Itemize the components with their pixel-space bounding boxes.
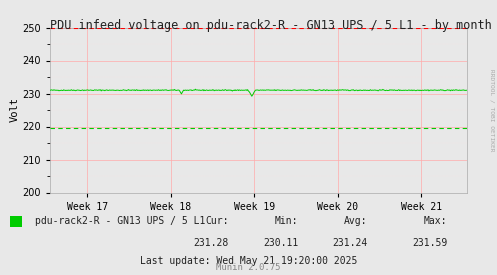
Text: 231.28: 231.28 [193, 238, 229, 248]
Text: Avg:: Avg: [344, 216, 368, 226]
Y-axis label: Volt: Volt [9, 98, 19, 122]
Text: 230.11: 230.11 [263, 238, 298, 248]
Text: PDU infeed voltage on pdu-rack2-R - GN13 UPS / 5 L1 - by month: PDU infeed voltage on pdu-rack2-R - GN13… [50, 19, 492, 32]
Text: RRDTOOL / TOBI OETIKER: RRDTOOL / TOBI OETIKER [490, 69, 495, 151]
Text: Munin 2.0.75: Munin 2.0.75 [216, 263, 281, 272]
Text: 231.59: 231.59 [412, 238, 447, 248]
Text: Min:: Min: [275, 216, 298, 226]
Text: Last update: Wed May 21 19:20:00 2025: Last update: Wed May 21 19:20:00 2025 [140, 256, 357, 266]
Text: 231.24: 231.24 [332, 238, 368, 248]
Text: Max:: Max: [424, 216, 447, 226]
Text: Cur:: Cur: [205, 216, 229, 226]
Text: pdu-rack2-R - GN13 UPS / 5 L1: pdu-rack2-R - GN13 UPS / 5 L1 [35, 216, 205, 226]
